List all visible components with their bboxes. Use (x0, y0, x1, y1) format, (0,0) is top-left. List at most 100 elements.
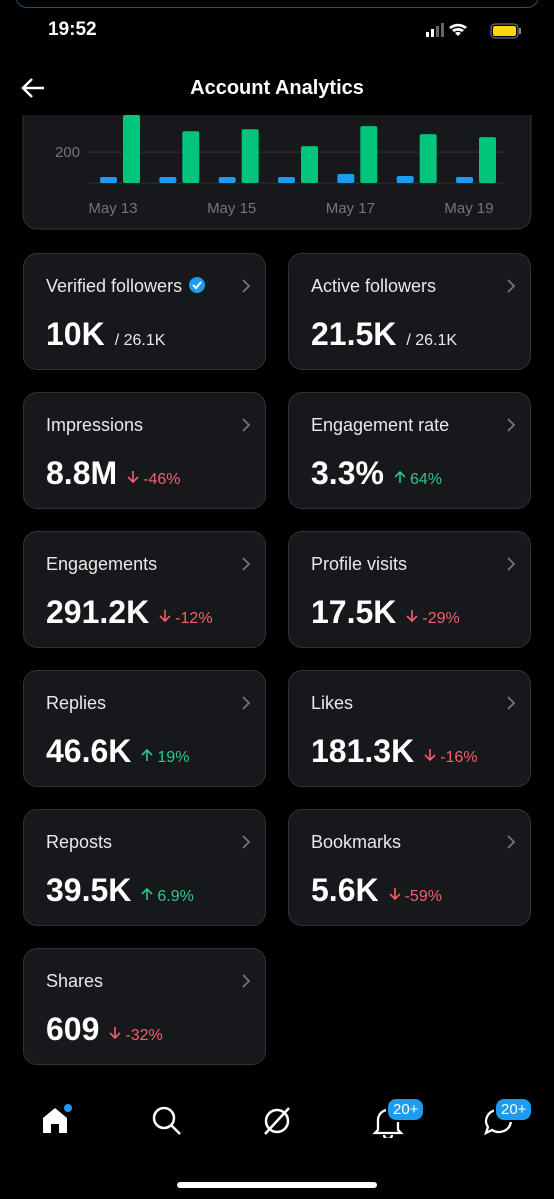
bar (337, 174, 355, 183)
metric-number: 17.5K (311, 594, 397, 630)
y-tick-label: 200 (55, 144, 80, 161)
metric-value: 10K / 26.1K (46, 316, 165, 353)
metric-label: Engagements (46, 554, 158, 574)
x-tick-label: May 17 (326, 200, 375, 217)
bar (419, 134, 437, 183)
x-tick-label: May 19 (444, 200, 493, 217)
metric-number: 21.5K (311, 316, 397, 352)
chevron (506, 417, 516, 438)
metric-card[interactable]: Active followers 21.5K / 26.1K (288, 253, 531, 370)
metric-total: / 26.1K (406, 332, 458, 349)
bar (456, 176, 473, 183)
bar (159, 176, 177, 183)
bar (396, 176, 414, 183)
home-tab[interactable] (40, 1104, 72, 1136)
metric-change: -29% (406, 610, 460, 627)
chevron (241, 556, 251, 577)
metric-label: Bookmarks (311, 832, 402, 852)
metric-label: Likes (311, 693, 354, 713)
chart: 200 May 13 May 15 May 17 May 19 (22, 115, 532, 230)
change-value: -46% (143, 471, 181, 488)
metric-change: 6.9% (141, 887, 194, 905)
metric-change: -46% (127, 471, 181, 488)
metric-value: 8.8M -46% (46, 455, 181, 492)
chevron (241, 834, 251, 855)
trend-arrow (406, 610, 422, 627)
home-indicator (177, 1182, 377, 1188)
verified-badge (182, 276, 206, 296)
trend-arrow (394, 470, 410, 488)
metric-label: Shares (46, 971, 104, 991)
trend-arrow (109, 1027, 125, 1044)
back-button[interactable] (20, 76, 46, 100)
metric-card[interactable]: Likes 181.3K -16% (288, 670, 531, 787)
clock: 19:52 (48, 19, 97, 40)
metric-card[interactable]: Verified followers 10K / 26.1K (23, 253, 266, 370)
metric-value: 291.2K -12% (46, 594, 213, 631)
bar (218, 176, 236, 183)
metric-number: 5.6K (311, 872, 379, 908)
trend-arrow (141, 887, 157, 905)
trend-arrow (159, 610, 175, 627)
metric-value: 609 -32% (46, 1011, 163, 1048)
metric-label: Reposts (46, 832, 113, 852)
metric-number: 8.8M (46, 455, 118, 491)
bar (100, 176, 117, 183)
change-value: -16% (440, 749, 478, 766)
metric-value: 5.6K -59% (311, 872, 442, 909)
metric-number: 3.3% (311, 455, 384, 491)
change-value: 64% (409, 471, 442, 488)
metric-card[interactable]: Reposts 39.5K 6.9% (23, 809, 266, 926)
change-value: -29% (422, 610, 460, 627)
status-icons (426, 23, 521, 39)
trend-arrow (127, 471, 143, 488)
metric-change: -32% (109, 1027, 163, 1044)
chevron (241, 417, 251, 438)
metric-value: 3.3% 64% (311, 455, 442, 492)
change-value: 19% (157, 749, 190, 766)
metric-card[interactable]: Engagement rate 3.3% 64% (288, 392, 531, 509)
metric-number: 10K (46, 316, 105, 352)
bar (301, 146, 318, 183)
search-tab[interactable] (151, 1105, 183, 1137)
metric-card[interactable]: Replies 46.6K 19% (23, 670, 266, 787)
chart-card (22, 115, 532, 230)
metric-label: Active followers (311, 276, 437, 296)
chevron (506, 556, 516, 577)
metric-value: 17.5K -29% (311, 594, 460, 631)
trend-arrow (424, 749, 440, 766)
metric-card[interactable]: Profile visits 17.5K -29% (288, 531, 531, 648)
trend-arrow (141, 748, 157, 766)
metric-number: 46.6K (46, 733, 132, 769)
metric-card[interactable]: Bookmarks 5.6K -59% (288, 809, 531, 926)
metric-card[interactable]: Impressions 8.8M -46% (23, 392, 266, 509)
chevron (506, 278, 516, 299)
change-value: -12% (175, 610, 213, 627)
metric-label: Replies (46, 693, 107, 713)
metric-change: 64% (394, 470, 442, 488)
metric-card[interactable]: Engagements 291.2K -12% (23, 531, 266, 648)
x-tick-label: May 13 (88, 200, 137, 217)
chevron (506, 695, 516, 716)
metric-total: / 26.1K (114, 332, 166, 349)
metric-change: 19% (141, 748, 190, 766)
chevron (506, 834, 516, 855)
bar (479, 137, 496, 183)
status-banner (15, 0, 539, 8)
message-badge: 20+ (494, 1097, 534, 1122)
metric-value: 181.3K -16% (311, 733, 478, 770)
metric-label: Engagement rate (311, 415, 450, 435)
change-value: -59% (404, 888, 442, 905)
metric-card[interactable]: Shares 609 -32% (23, 948, 266, 1065)
change-value: -32% (125, 1027, 163, 1044)
metric-value: 39.5K 6.9% (46, 872, 194, 909)
bar (241, 129, 259, 183)
metric-number: 609 (46, 1011, 100, 1047)
bar (278, 176, 295, 183)
metric-label: Profile visits (311, 554, 408, 574)
metric-value: 21.5K / 26.1K (311, 316, 457, 353)
grok-tab[interactable] (261, 1105, 293, 1137)
metric-change: -16% (424, 749, 478, 766)
change-value: 6.9% (157, 888, 194, 905)
